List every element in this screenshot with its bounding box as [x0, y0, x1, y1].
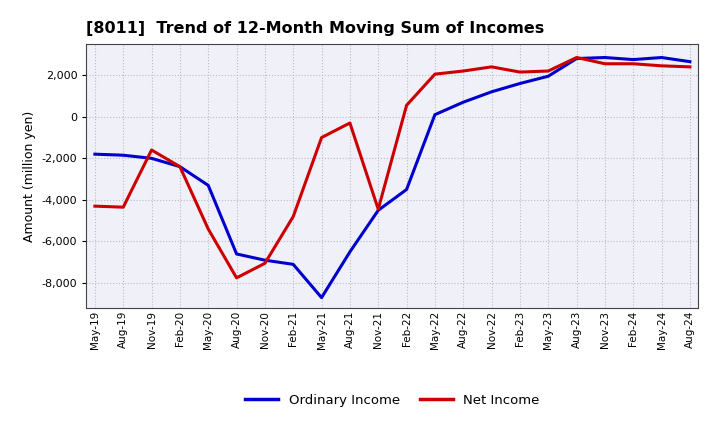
- Net Income: [176, 164, 184, 169]
- Net Income: [629, 61, 637, 66]
- Net Income: [516, 70, 524, 75]
- Ordinary Income: [402, 187, 411, 192]
- Ordinary Income: [261, 257, 269, 263]
- Line: Net Income: Net Income: [95, 58, 690, 278]
- Net Income: [600, 61, 609, 66]
- Net Income: [318, 135, 326, 140]
- Ordinary Income: [318, 295, 326, 300]
- Line: Ordinary Income: Ordinary Income: [95, 58, 690, 297]
- Ordinary Income: [459, 99, 467, 105]
- Ordinary Income: [176, 164, 184, 169]
- Ordinary Income: [544, 73, 552, 79]
- Net Income: [91, 204, 99, 209]
- Net Income: [233, 275, 241, 280]
- Ordinary Income: [572, 56, 581, 61]
- Net Income: [261, 260, 269, 266]
- Legend: Ordinary Income, Net Income: Ordinary Income, Net Income: [240, 389, 545, 412]
- Net Income: [431, 72, 439, 77]
- Text: [8011]  Trend of 12-Month Moving Sum of Incomes: [8011] Trend of 12-Month Moving Sum of I…: [86, 21, 544, 36]
- Net Income: [346, 121, 354, 126]
- Net Income: [119, 205, 127, 210]
- Ordinary Income: [148, 156, 156, 161]
- Ordinary Income: [516, 81, 524, 86]
- Ordinary Income: [119, 153, 127, 158]
- Ordinary Income: [600, 55, 609, 60]
- Ordinary Income: [204, 183, 212, 188]
- Y-axis label: Amount (million yen): Amount (million yen): [23, 110, 36, 242]
- Net Income: [204, 226, 212, 231]
- Ordinary Income: [657, 55, 666, 60]
- Net Income: [402, 103, 411, 108]
- Net Income: [289, 214, 297, 219]
- Net Income: [544, 68, 552, 73]
- Net Income: [487, 64, 496, 70]
- Ordinary Income: [629, 57, 637, 62]
- Ordinary Income: [487, 89, 496, 95]
- Net Income: [572, 55, 581, 60]
- Ordinary Income: [233, 251, 241, 257]
- Net Income: [685, 64, 694, 70]
- Ordinary Income: [289, 262, 297, 267]
- Ordinary Income: [346, 249, 354, 254]
- Ordinary Income: [374, 208, 382, 213]
- Net Income: [459, 68, 467, 73]
- Net Income: [148, 147, 156, 153]
- Net Income: [374, 207, 382, 212]
- Ordinary Income: [91, 151, 99, 157]
- Ordinary Income: [685, 59, 694, 64]
- Ordinary Income: [431, 112, 439, 117]
- Net Income: [657, 63, 666, 69]
